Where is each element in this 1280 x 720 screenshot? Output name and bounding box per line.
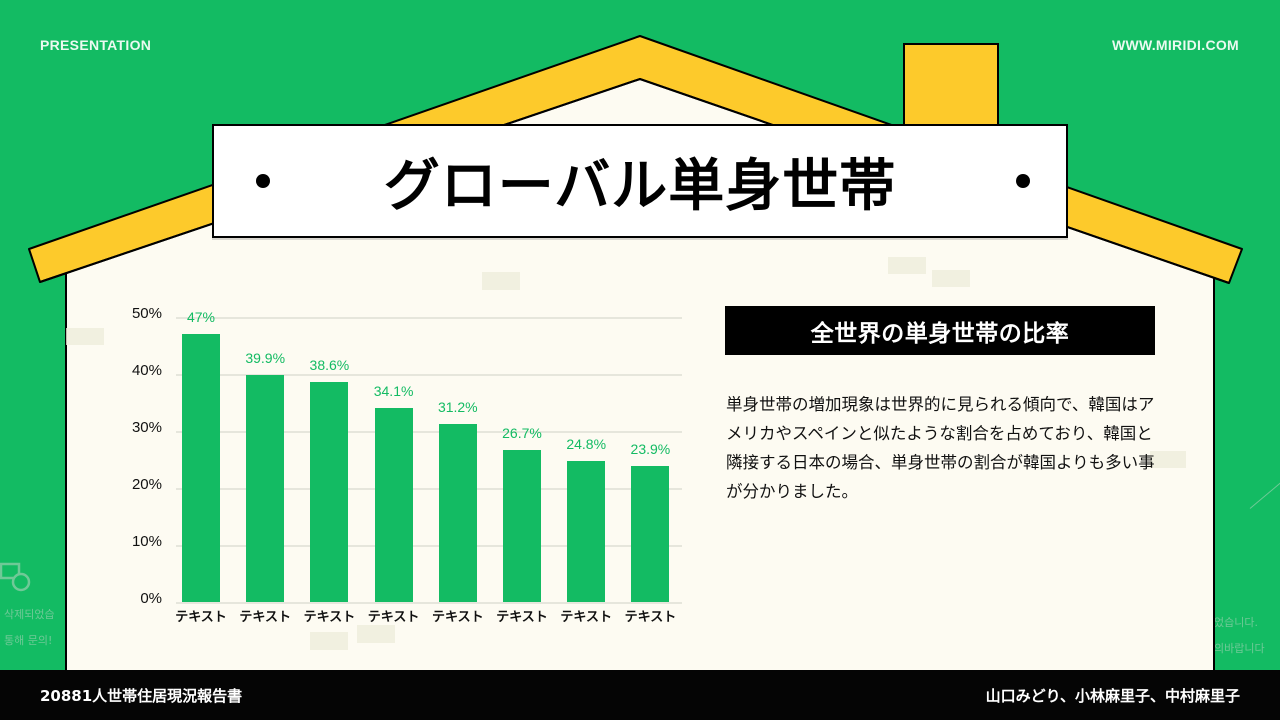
bar-chart: 50% 40% 30% 20% 10% 0% 47% テキスト 39.9% テキスト 3… [120,300,690,630]
gridline [176,431,682,433]
ghost-block [66,328,104,345]
y-tick-50: 50% [131,305,162,322]
x-axis-label: テキスト [303,610,356,625]
authors: 山口みどり、小林麻里子、中村麻里子 [985,687,1240,705]
y-tick-40: 40% [131,362,162,379]
title-box: グローバル単身世帯 [212,124,1068,238]
bar-value-label: 39.9% [245,349,286,366]
ghost-text-left-1: 삭제되었습 [4,608,55,621]
presentation-label: PRESENTATION [40,37,152,53]
bar [631,465,670,602]
description-text: 単身世帯の増加現象は世界的に見られる傾向で、韓国はアメリカやスペインと似たような… [726,395,1155,501]
ghost-block [357,625,395,643]
ghost-text-right-2: 의바랍니다 [1214,642,1265,655]
x-axis-label: テキスト [175,610,227,625]
gridline [176,545,682,547]
ghost-block [482,272,520,290]
page-title: グローバル単身世帯 [383,153,897,219]
footer-bar: 20881人世帯住居現況報告書 山口みどり、小林麻里子、中村麻里子 [0,670,1280,720]
bar-value-label: 31.2% [437,399,478,416]
ghost-block [1150,451,1186,468]
x-axis-label: テキスト [496,610,548,625]
ghost-block [310,632,348,650]
gridline [176,374,682,376]
bar-value-label: 26.7% [502,424,542,441]
website-label: WWW.MIRIDI.COM [1111,37,1239,53]
bar [503,449,541,602]
x-axis-label: テキスト [239,610,291,625]
bar [567,460,606,602]
bar-value-label: 23.9% [630,440,671,457]
y-tick-10: 10% [131,533,162,550]
gridline [176,317,682,319]
bar [182,334,220,602]
report-title: 20881人世帯住居現況報告書 [40,687,243,705]
bar [438,424,477,602]
deleted-image-icon [0,562,34,594]
y-tick-0: 0% [140,590,162,607]
x-axis-label: テキスト [560,610,612,625]
y-tick-30: 30% [131,419,162,436]
ghost-block [932,270,970,287]
x-axis-label: テキスト [624,610,677,625]
bullet-dot-right [1016,174,1030,188]
bar-value-label: 38.6% [309,356,350,373]
bar-value-label: 47% [186,309,216,326]
bar-value-label: 34.1% [373,382,414,399]
gridline [176,488,682,490]
ghost-text-right-1: 었습니다. [1214,616,1258,629]
y-tick-20: 20% [131,476,162,493]
gridline-baseline [176,602,682,604]
x-axis-label: テキスト [431,610,484,625]
ghost-text-left-2: 통해 문의! [4,634,53,647]
ghost-block [888,257,926,274]
bar [374,407,413,602]
x-axis-label: テキスト [367,610,420,625]
bar [310,381,349,602]
section-heading: 全世界の単身世帯の比率 [725,306,1155,355]
bar [246,374,285,602]
bullet-dot-left [256,174,270,188]
bar-value-label: 24.8% [566,435,607,452]
